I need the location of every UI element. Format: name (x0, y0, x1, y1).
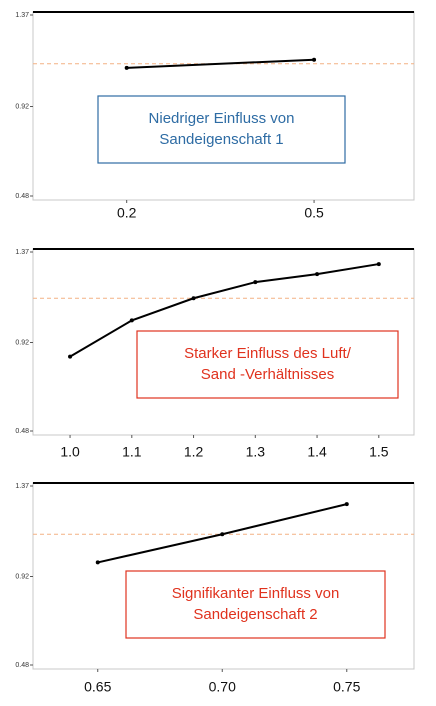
annotation-text: Sandeigenschaft 2 (193, 606, 317, 623)
x-tick-label: 1.4 (307, 444, 327, 460)
x-tick-label: 1.5 (369, 444, 389, 460)
annotation-box (136, 330, 399, 399)
y-tick-label: 1.37 (15, 12, 29, 19)
x-tick-label: 0.70 (209, 679, 236, 695)
data-point (129, 318, 134, 323)
y-tick-label: 0.92 (15, 103, 29, 110)
x-tick-label: 0.5 (304, 205, 324, 221)
data-point (95, 560, 100, 565)
annotation-text: Starker Einfluss des Luft/ (184, 345, 352, 362)
annotation-text: Sand -Verhältnisses (201, 366, 334, 383)
data-point (315, 272, 320, 277)
y-tick-label: 0.92 (15, 339, 29, 346)
data-point (312, 57, 317, 62)
data-line (69, 263, 379, 358)
x-tick-label: 1.1 (122, 444, 142, 460)
data-point (344, 502, 349, 507)
data-point (68, 354, 73, 359)
annotation-box (125, 570, 386, 639)
y-tick-label: 0.48 (15, 428, 29, 435)
data-point (253, 280, 258, 285)
y-tick-label: 1.37 (15, 249, 29, 256)
data-point (220, 532, 225, 537)
y-tick-label: 0.48 (15, 662, 29, 669)
annotation-text: Sandeigenschaft 1 (159, 131, 283, 148)
x-tick-label: 0.75 (333, 679, 360, 695)
y-tick-label: 0.48 (15, 193, 29, 200)
x-tick-label: 1.3 (246, 444, 266, 460)
x-tick-label: 1.2 (184, 444, 204, 460)
y-tick-label: 0.92 (15, 573, 29, 580)
data-point (191, 296, 196, 301)
x-tick-label: 1.0 (60, 444, 80, 460)
data-line (126, 58, 315, 69)
annotation-text: Signifikanter Einfluss von (172, 585, 340, 602)
data-point (376, 262, 381, 267)
annotation-box (97, 95, 346, 164)
data-point (124, 65, 129, 70)
y-tick-label: 1.37 (15, 483, 29, 490)
x-tick-label: 0.2 (117, 205, 137, 221)
annotation-text: Niedriger Einfluss von (149, 110, 295, 127)
x-tick-label: 0.65 (84, 679, 111, 695)
